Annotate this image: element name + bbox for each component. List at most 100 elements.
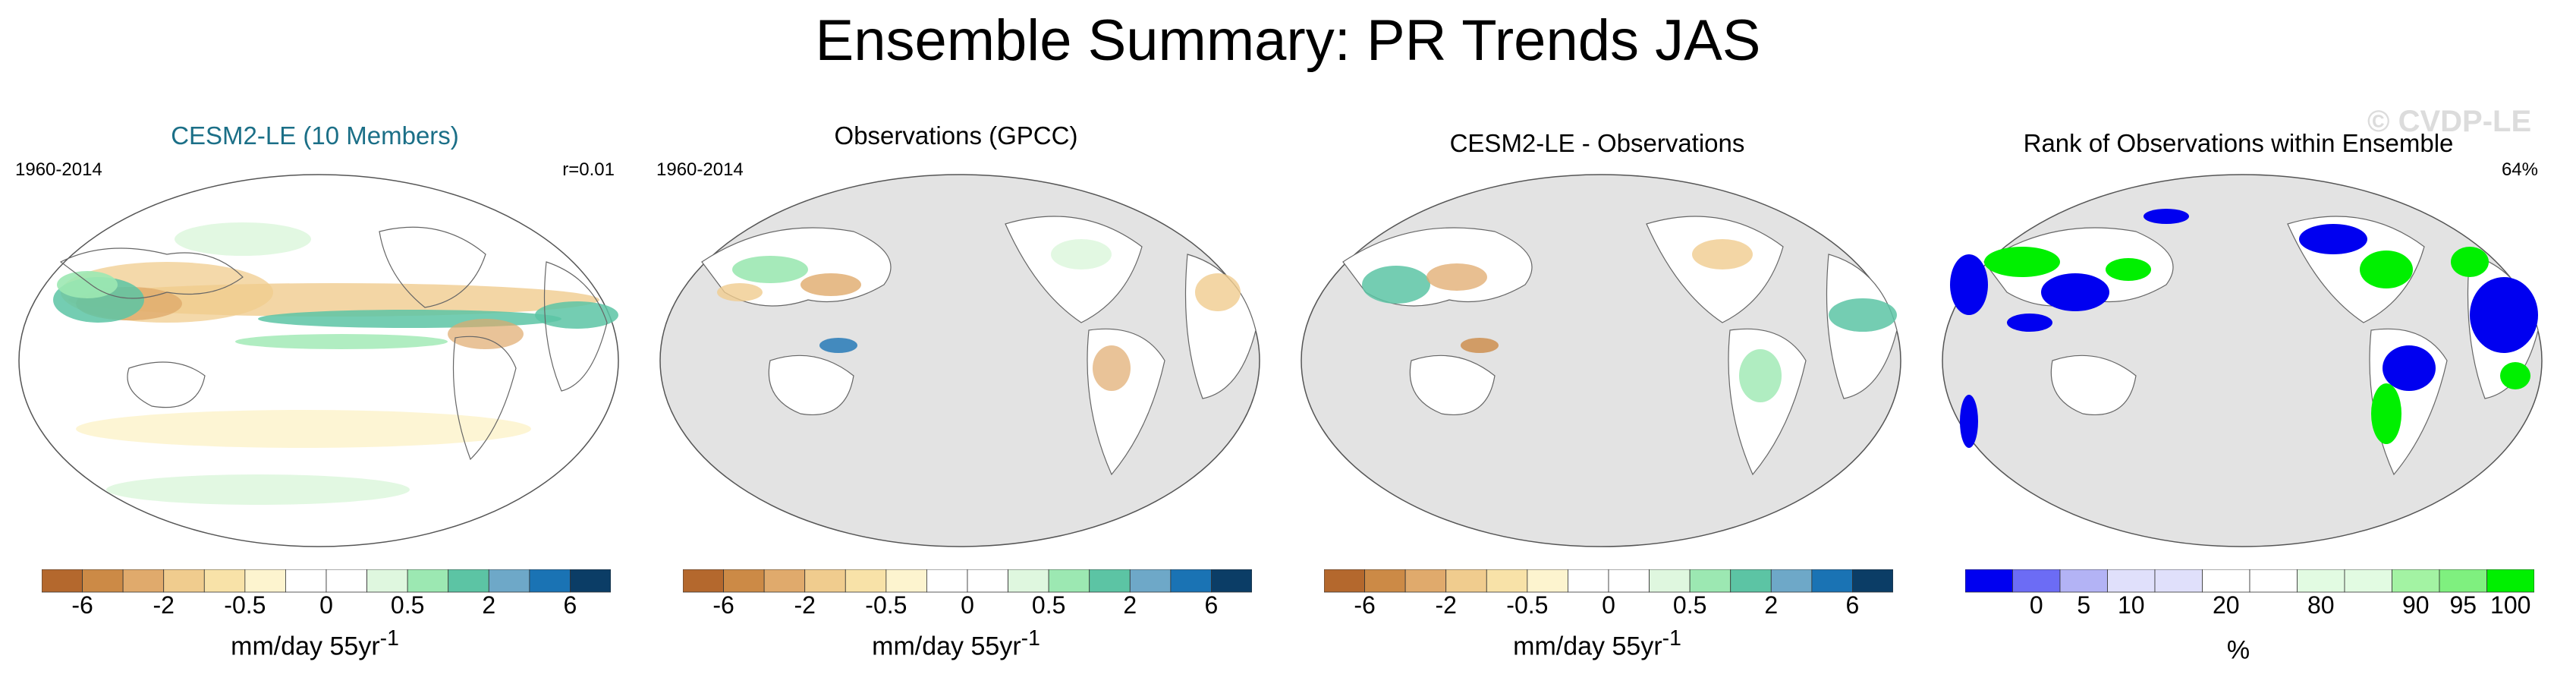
colorbar-swatch xyxy=(2439,569,2487,593)
colorbar-swatch xyxy=(2059,569,2108,593)
coastline xyxy=(127,361,206,408)
colorbar-tick-label: -0.5 xyxy=(224,591,266,615)
globe-outline xyxy=(1942,174,2543,547)
colorbar-swatch xyxy=(1965,569,2013,593)
land-australia xyxy=(768,355,854,415)
trend-patch xyxy=(1829,298,1897,332)
rank-patch xyxy=(2470,277,2538,353)
colorbar-tick-label: 20 xyxy=(2213,591,2240,615)
rank-patch xyxy=(2299,224,2367,254)
colorbar-swatch xyxy=(2344,569,2392,593)
map-obs xyxy=(659,174,1260,547)
panel-diff: CESM2-LE - Observations -6 -2 -0.5 0 0.5 2 6 m… xyxy=(1282,114,1912,687)
colorbar-tick-label: -6 xyxy=(1354,591,1375,615)
colorbar-tick-label: 0 xyxy=(2030,591,2043,615)
map-diff xyxy=(1301,174,1901,547)
coastline xyxy=(379,226,486,308)
colorbar-model: -6 -2 -0.5 0 0.5 2 6 xyxy=(42,569,611,615)
colorbar-swatch xyxy=(1730,569,1772,593)
colorbar-swatch xyxy=(2154,569,2203,593)
colorbar-swatch xyxy=(763,569,806,593)
panel-title: CESM2-LE (10 Members) xyxy=(171,121,459,150)
colorbar-swatch xyxy=(570,569,611,593)
globe-outline xyxy=(659,174,1260,547)
colorbar-tick-label: 0 xyxy=(1602,591,1615,615)
colorbar-diff: -6 -2 -0.5 0 0.5 2 6 xyxy=(1324,569,1893,615)
colorbar-tick-label: 2 xyxy=(1123,591,1137,615)
colorbar-tick-label: 90 xyxy=(2402,591,2430,615)
colorbar-tick-label: -2 xyxy=(1435,591,1456,615)
rank-patch xyxy=(2144,209,2189,224)
colorbar-tick-label: -2 xyxy=(153,591,174,615)
colorbar-swatch xyxy=(1211,569,1252,593)
colorbar-swatch xyxy=(683,569,724,593)
colorbar-swatch xyxy=(2392,569,2440,593)
colorbar-swatch xyxy=(1445,569,1487,593)
colorbar-swatch xyxy=(203,569,246,593)
colorbar-tick-label: -6 xyxy=(712,591,734,615)
rank-patch xyxy=(2451,247,2489,277)
period-label: 1960-2014 xyxy=(656,159,744,180)
trend-band xyxy=(448,319,524,349)
colorbar-swatch xyxy=(804,569,846,593)
colorbar-tick-label: 0.5 xyxy=(1673,591,1706,615)
colorbar-units: mm/day 55yr-1 xyxy=(872,626,1040,661)
coastline xyxy=(59,247,244,299)
colorbar-swatch xyxy=(967,569,1008,593)
colorbar-swatch xyxy=(488,569,530,593)
trend-patch xyxy=(800,273,861,296)
rank-patch xyxy=(1984,247,2060,277)
colorbar-swatch xyxy=(122,569,165,593)
panel-obs: Observations (GPCC) 1960-2014 -6 -2 -0.5 0 0… xyxy=(641,114,1271,687)
panel-title: Rank of Observations within Ensemble xyxy=(2023,129,2454,157)
colorbar-tick-label: -2 xyxy=(794,591,815,615)
colorbar-tick-label: 6 xyxy=(1846,591,1860,615)
colorbar-tick-label: 0 xyxy=(319,591,333,615)
watermark: © CVDP-LE xyxy=(2367,105,2532,138)
rank-patch xyxy=(1960,395,1978,448)
colorbar-tick-label: -6 xyxy=(71,591,93,615)
colorbar-swatch xyxy=(407,569,449,593)
stat-label: 64% xyxy=(2501,159,2538,180)
colorbar-swatch xyxy=(845,569,887,593)
colorbar-swatch xyxy=(1649,569,1691,593)
colorbar-tick-label: 5 xyxy=(2077,591,2090,615)
colorbar-tick-label: 2 xyxy=(1764,591,1778,615)
trend-patch xyxy=(1426,263,1487,291)
trend-band xyxy=(535,301,618,329)
rank-patch xyxy=(2007,314,2052,332)
colorbar-tick-label: 95 xyxy=(2449,591,2477,615)
colorbar-tick-label: -0.5 xyxy=(865,591,907,615)
rank-patch xyxy=(2500,362,2530,389)
colorbar-swatch xyxy=(448,569,489,593)
colorbar-swatch xyxy=(723,569,765,593)
rank-patch xyxy=(2371,383,2401,444)
colorbar-tick-label: 100 xyxy=(2490,591,2530,615)
rank-patch xyxy=(2041,273,2109,311)
colorbar-swatch xyxy=(1324,569,1365,593)
rank-patch xyxy=(2360,251,2413,288)
colorbar-swatch xyxy=(529,569,571,593)
colorbar-rank: 0 5 10 20 80 90 95 100 xyxy=(1965,569,2534,615)
panel-model: CESM2-LE (10 Members) 1960-2014 r=0.01 -… xyxy=(0,114,630,687)
colorbar-swatch xyxy=(1008,569,1049,593)
trend-patch xyxy=(819,338,857,353)
trend-band xyxy=(235,334,448,349)
land-australia xyxy=(2050,355,2137,415)
colorbar-tick-label: 2 xyxy=(482,591,495,615)
land-north-america xyxy=(1005,216,1143,323)
colorbar-swatch xyxy=(1048,569,1090,593)
figure-title: Ensemble Summary: PR Trends JAS xyxy=(815,8,1761,73)
colorbar-swatch xyxy=(326,569,367,593)
trend-patch xyxy=(1362,266,1430,304)
colorbar-tick-label: 6 xyxy=(1205,591,1219,615)
colorbar-swatch xyxy=(1568,569,1609,593)
panel-title: CESM2-LE - Observations xyxy=(1449,129,1745,157)
panel-title: Observations (GPCC) xyxy=(834,121,1078,150)
colorbar-tick-label: 0.5 xyxy=(391,591,424,615)
trend-band xyxy=(175,222,311,256)
land-north-america xyxy=(1646,216,1784,323)
colorbar-swatch xyxy=(1129,569,1172,593)
land-australia xyxy=(1409,355,1496,415)
map-model xyxy=(18,174,619,547)
